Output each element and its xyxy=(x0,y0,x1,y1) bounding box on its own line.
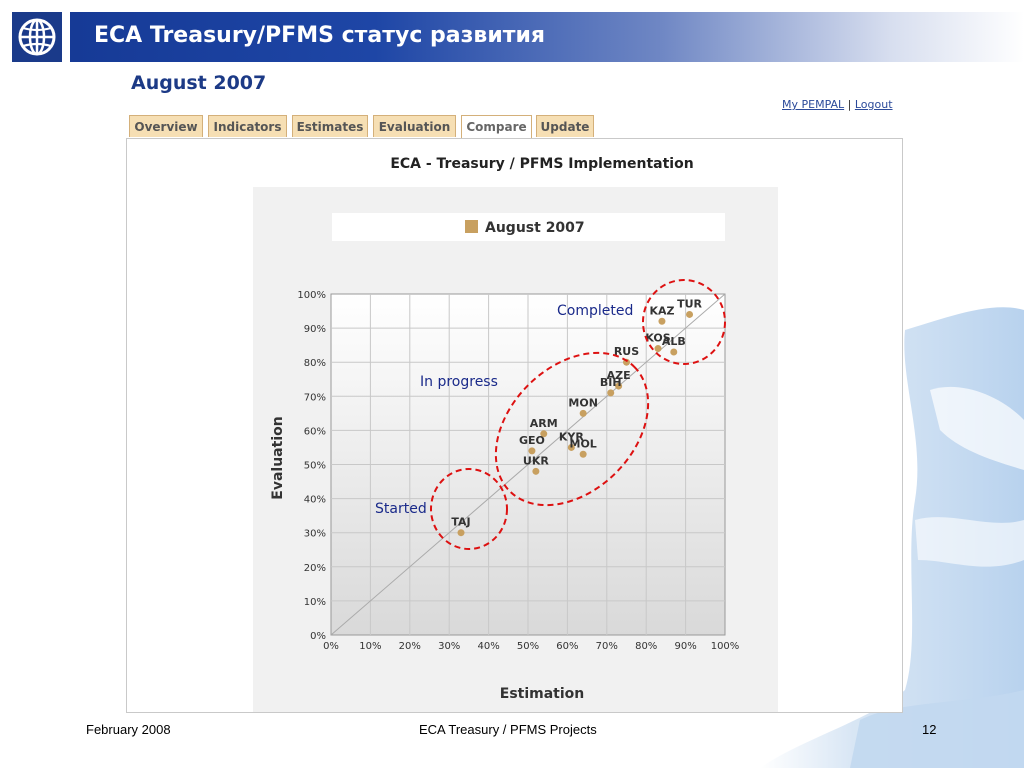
account-links: My PEMPAL | Logout xyxy=(782,98,893,111)
started-ring xyxy=(430,468,508,550)
in-progress-ring xyxy=(494,351,650,507)
legend-label: August 2007 xyxy=(485,220,585,236)
x-axis-label: Estimation xyxy=(500,686,585,702)
tab-update[interactable]: Update xyxy=(536,115,594,137)
data-point-mon xyxy=(579,409,587,417)
x-tick-label: 60% xyxy=(556,641,578,652)
data-point-taj xyxy=(457,529,465,537)
y-tick-label: 100% xyxy=(297,290,326,301)
y-axis-label: Evaluation xyxy=(270,416,286,499)
y-tick-label: 40% xyxy=(304,495,326,506)
data-point-aze xyxy=(615,382,623,390)
started-annotation: Started xyxy=(375,501,427,517)
completed-ring xyxy=(642,279,726,365)
world-bank-logo xyxy=(12,12,62,62)
tab-indicators[interactable]: Indicators xyxy=(208,115,287,137)
legend-box xyxy=(332,213,725,241)
x-tick-label: 70% xyxy=(596,641,618,652)
point-label-aze: AZE xyxy=(607,369,631,382)
data-point-alb xyxy=(670,348,678,356)
completed-annotation: Completed xyxy=(557,303,633,319)
data-point-tur xyxy=(686,310,694,318)
tab-overview[interactable]: Overview xyxy=(129,115,203,137)
point-label-rus: RUS xyxy=(614,345,639,358)
link-separator: | xyxy=(847,98,852,111)
my-pempal-link[interactable]: My PEMPAL xyxy=(782,98,845,111)
x-tick-label: 100% xyxy=(711,641,740,652)
footer-title: ECA Treasury / PFMS Projects xyxy=(419,722,597,737)
in-progress-annotation: In progress xyxy=(420,374,498,390)
tab-estimates[interactable]: Estimates xyxy=(292,115,368,137)
grid-lines xyxy=(331,294,725,635)
page-heading: August 2007 xyxy=(131,72,267,94)
x-tick-label: 0% xyxy=(323,641,339,652)
footer-date: February 2008 xyxy=(86,722,171,737)
legend-swatch xyxy=(465,220,478,233)
y-tick-label: 90% xyxy=(304,324,326,335)
point-label-geo: GEO xyxy=(519,434,545,447)
data-point-arm xyxy=(540,430,548,438)
tab-evaluation[interactable]: Evaluation xyxy=(373,115,456,137)
x-tick-label: 50% xyxy=(517,641,539,652)
point-label-kos: KOS xyxy=(645,332,670,345)
data-point-ukr xyxy=(532,467,540,475)
data-point-mol xyxy=(579,450,587,458)
point-label-tur: TUR xyxy=(677,297,702,310)
y-tick-label: 30% xyxy=(304,529,326,540)
point-label-ukr: UKR xyxy=(523,454,549,467)
y-tick-label: 50% xyxy=(304,461,326,472)
scatter-chart: ECA - Treasury / PFMS Implementation Aug… xyxy=(253,156,778,712)
point-label-kaz: KAZ xyxy=(649,304,674,317)
y-tick-label: 70% xyxy=(304,392,326,403)
y-tick-label: 0% xyxy=(310,631,326,642)
slide-title-bar: ECA Treasury/PFMS статус развития xyxy=(70,12,1024,62)
point-label-taj: TAJ xyxy=(451,516,470,529)
y-tick-label: 10% xyxy=(304,597,326,608)
slide-number: 12 xyxy=(922,722,937,737)
data-point-kaz xyxy=(658,317,666,325)
y-tick-label: 20% xyxy=(304,563,326,574)
x-tick-label: 90% xyxy=(674,641,696,652)
x-tick-label: 80% xyxy=(635,641,657,652)
logout-link[interactable]: Logout xyxy=(854,98,893,111)
data-point-geo xyxy=(528,447,536,455)
x-tick-label: 20% xyxy=(399,641,421,652)
x-tick-label: 40% xyxy=(477,641,499,652)
slide-title: ECA Treasury/PFMS статус развития xyxy=(94,23,546,48)
point-label-bih: BIH xyxy=(600,376,622,389)
axis-ticks: 0%0% 10% 10% 20% 20% 30% 30% 40% 40% 50% 50% 60% 60%… xyxy=(297,290,739,652)
data-point-kyr xyxy=(567,443,575,451)
point-label-alb: ALB xyxy=(662,335,686,348)
data-point-bih xyxy=(607,389,615,397)
point-label-mol: MOL xyxy=(570,437,597,450)
x-tick-label: 10% xyxy=(359,641,381,652)
data-points xyxy=(457,310,694,537)
content-panel: ECA - Treasury / PFMS Implementation Aug… xyxy=(126,138,903,713)
y-tick-label: 60% xyxy=(304,426,326,437)
chart-title: ECA - Treasury / PFMS Implementation xyxy=(390,156,693,172)
point-label-mon: MON xyxy=(568,396,598,409)
y-tick-label: 80% xyxy=(304,358,326,369)
data-point-kos xyxy=(654,345,662,353)
globe-icon xyxy=(18,18,56,56)
tab-compare[interactable]: Compare xyxy=(461,115,532,138)
point-label-arm: ARM xyxy=(530,417,558,430)
point-label-kyr: KYR xyxy=(559,430,584,443)
x-tick-label: 30% xyxy=(438,641,460,652)
